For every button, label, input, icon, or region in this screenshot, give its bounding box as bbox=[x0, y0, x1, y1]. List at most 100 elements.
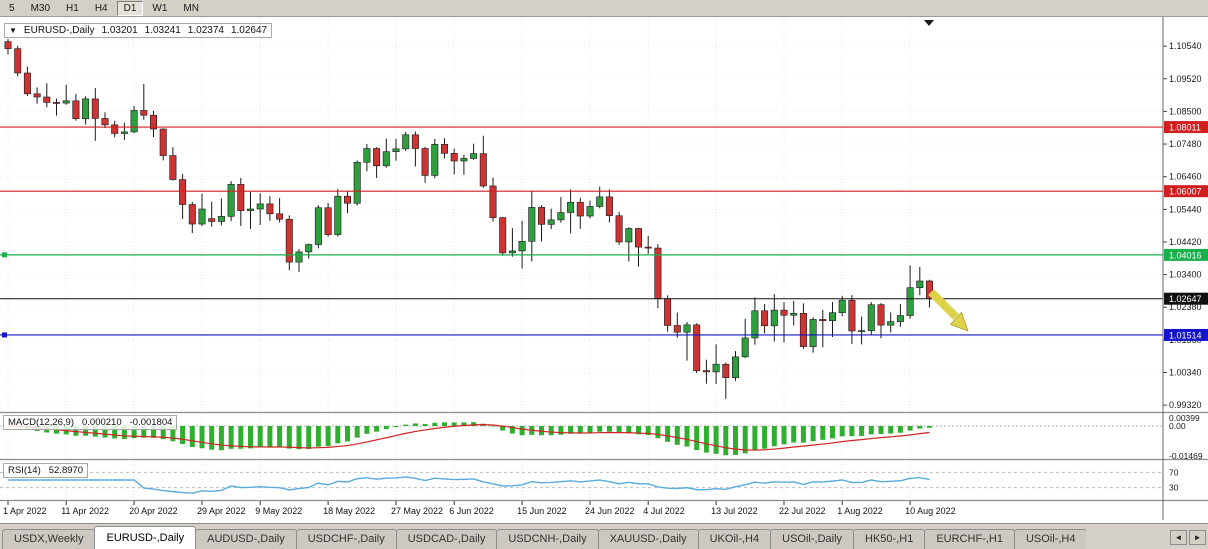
price-badge bbox=[1164, 121, 1208, 134]
candle-up bbox=[838, 299, 846, 313]
candle-down bbox=[489, 185, 497, 218]
time-axis-label: 22 Jul 2022 bbox=[779, 506, 826, 516]
candle-up bbox=[198, 208, 206, 225]
price-badge-label: 1.04016 bbox=[1169, 250, 1202, 260]
candle-down bbox=[4, 41, 12, 49]
chart-tab-usdcad-daily[interactable]: USDCAD-,Daily bbox=[395, 529, 498, 549]
timeframe-button-d1[interactable]: D1 bbox=[116, 0, 144, 16]
candle-up bbox=[770, 309, 778, 327]
candle-up bbox=[528, 207, 536, 242]
candle-down bbox=[150, 114, 158, 130]
timeframe-button-h1[interactable]: H1 bbox=[66, 2, 79, 14]
candle-down bbox=[91, 98, 99, 119]
time-axis-label: 29 Apr 2022 bbox=[197, 506, 246, 516]
chart-tab-audusd-daily[interactable]: AUDUSD-,Daily bbox=[195, 529, 297, 549]
candle-up bbox=[751, 310, 759, 339]
candle-up bbox=[916, 280, 924, 289]
chart-tab-ukoil-h4[interactable]: UKOil-,H4 bbox=[697, 529, 772, 549]
candle-down bbox=[159, 128, 167, 156]
candle-up bbox=[586, 206, 594, 217]
candle-down bbox=[72, 100, 80, 120]
candle-down bbox=[605, 196, 613, 217]
chart-tab-usoil-daily[interactable]: USOil-,Daily bbox=[770, 529, 855, 549]
candle-down bbox=[411, 134, 419, 149]
candle-up bbox=[217, 216, 225, 222]
candle-up bbox=[295, 251, 303, 263]
price-axis-label: 1.08500 bbox=[1169, 106, 1202, 116]
candle-down bbox=[615, 215, 623, 243]
candle-down bbox=[179, 179, 187, 205]
chart-title-box: ▼ EURUSD-,Daily 1.03201 1.03241 1.02374 … bbox=[4, 23, 273, 38]
candle-down bbox=[450, 153, 458, 162]
candle-up bbox=[247, 208, 255, 211]
candle-up bbox=[470, 153, 478, 159]
candle-up bbox=[683, 324, 691, 333]
time-axis-label: 20 Apr 2022 bbox=[129, 506, 178, 516]
candle-down bbox=[799, 313, 807, 347]
candle-down bbox=[33, 93, 41, 98]
candle-down bbox=[693, 324, 701, 371]
chart-tab-usoil-h4[interactable]: USOil-,H4 bbox=[1013, 529, 1087, 549]
candle-down bbox=[237, 184, 245, 211]
candle-down bbox=[169, 155, 177, 180]
time-axis-label: 10 Aug 2022 bbox=[905, 506, 956, 516]
macd-axis-label: 0.00399 bbox=[1169, 413, 1200, 423]
tabs-scroll-right-button[interactable]: ► bbox=[1189, 530, 1206, 545]
candle-down bbox=[722, 363, 730, 378]
candle-down bbox=[780, 309, 788, 316]
timeframe-button-h4[interactable]: H4 bbox=[94, 2, 108, 14]
candle-down bbox=[499, 217, 507, 254]
price-badge-label: 1.08011 bbox=[1169, 123, 1201, 133]
line-anchor-handle[interactable] bbox=[2, 332, 7, 338]
timeframe-button-m30[interactable]: M30 bbox=[30, 2, 51, 14]
chart-tab-usdchf-daily[interactable]: USDCHF-,Daily bbox=[295, 529, 397, 549]
chart-tab-usdcnh-daily[interactable]: USDCNH-,Daily bbox=[496, 529, 599, 549]
line-anchor-handle[interactable] bbox=[2, 252, 7, 258]
candle-up bbox=[809, 319, 817, 347]
macd-axis-label: 0.00 bbox=[1169, 421, 1186, 431]
chart-tab-usdx-weekly[interactable]: USDX,Weekly bbox=[2, 529, 96, 549]
chart-tab-xauusd-daily[interactable]: XAUUSD-,Daily bbox=[597, 529, 699, 549]
price-axis-label: 1.07480 bbox=[1169, 139, 1202, 149]
candle-up bbox=[392, 148, 400, 153]
price-badge bbox=[1164, 185, 1208, 198]
trend-arrow-head[interactable] bbox=[949, 311, 969, 332]
timeframe-button-5[interactable]: 5 bbox=[9, 2, 15, 14]
candle-down bbox=[101, 118, 109, 126]
macd-indicator-label: MACD(12,26,9) 0.000210 -0.001804 bbox=[3, 415, 178, 430]
price-badge bbox=[1164, 248, 1208, 261]
trend-arrow-shaft[interactable] bbox=[928, 289, 959, 320]
time-axis-label: 15 Jun 2022 bbox=[517, 506, 567, 516]
price-axis-label: 0.99320 bbox=[1169, 400, 1202, 410]
price-axis-label: 1.04420 bbox=[1169, 237, 1202, 247]
candle-down bbox=[644, 246, 652, 249]
candle-down bbox=[819, 319, 827, 321]
tabs-scroll-left-button[interactable]: ◄ bbox=[1170, 530, 1187, 545]
candle-down bbox=[421, 148, 429, 176]
candle-down bbox=[440, 144, 448, 154]
chart-tab-eurusd-daily[interactable]: EURUSD-,Daily bbox=[94, 526, 197, 549]
time-axis-label: 6 Jun 2022 bbox=[449, 506, 494, 516]
candle-down bbox=[23, 72, 31, 95]
candle-down bbox=[343, 195, 351, 204]
candle-down bbox=[664, 298, 672, 326]
candle-up bbox=[460, 158, 468, 162]
chart-tab-eurchf-h1[interactable]: EURCHF-,H1 bbox=[924, 529, 1015, 549]
timeframe-button-mn[interactable]: MN bbox=[183, 2, 199, 14]
price-badge-label: 1.01514 bbox=[1169, 330, 1202, 340]
time-axis-label: 24 Jun 2022 bbox=[585, 506, 635, 516]
chart-tab-hk50-h1[interactable]: HK50-,H1 bbox=[853, 529, 926, 549]
candle-down bbox=[14, 48, 22, 74]
time-axis-label: 1 Aug 2022 bbox=[837, 506, 883, 516]
candle-up bbox=[518, 241, 526, 252]
candle-down bbox=[373, 148, 381, 167]
symbol-marker-icon: ▼ bbox=[9, 26, 17, 35]
candle-up bbox=[712, 363, 720, 373]
candle-down bbox=[140, 110, 148, 116]
price-badge bbox=[1164, 292, 1208, 305]
candle-up bbox=[828, 312, 836, 321]
chart-canvas[interactable]: 1.10540 1.09520 1.08500 1.07480 1.06460 1.054… bbox=[0, 17, 1208, 523]
candle-down bbox=[266, 203, 274, 215]
candle-up bbox=[547, 219, 555, 225]
timeframe-button-w1[interactable]: W1 bbox=[152, 2, 168, 14]
